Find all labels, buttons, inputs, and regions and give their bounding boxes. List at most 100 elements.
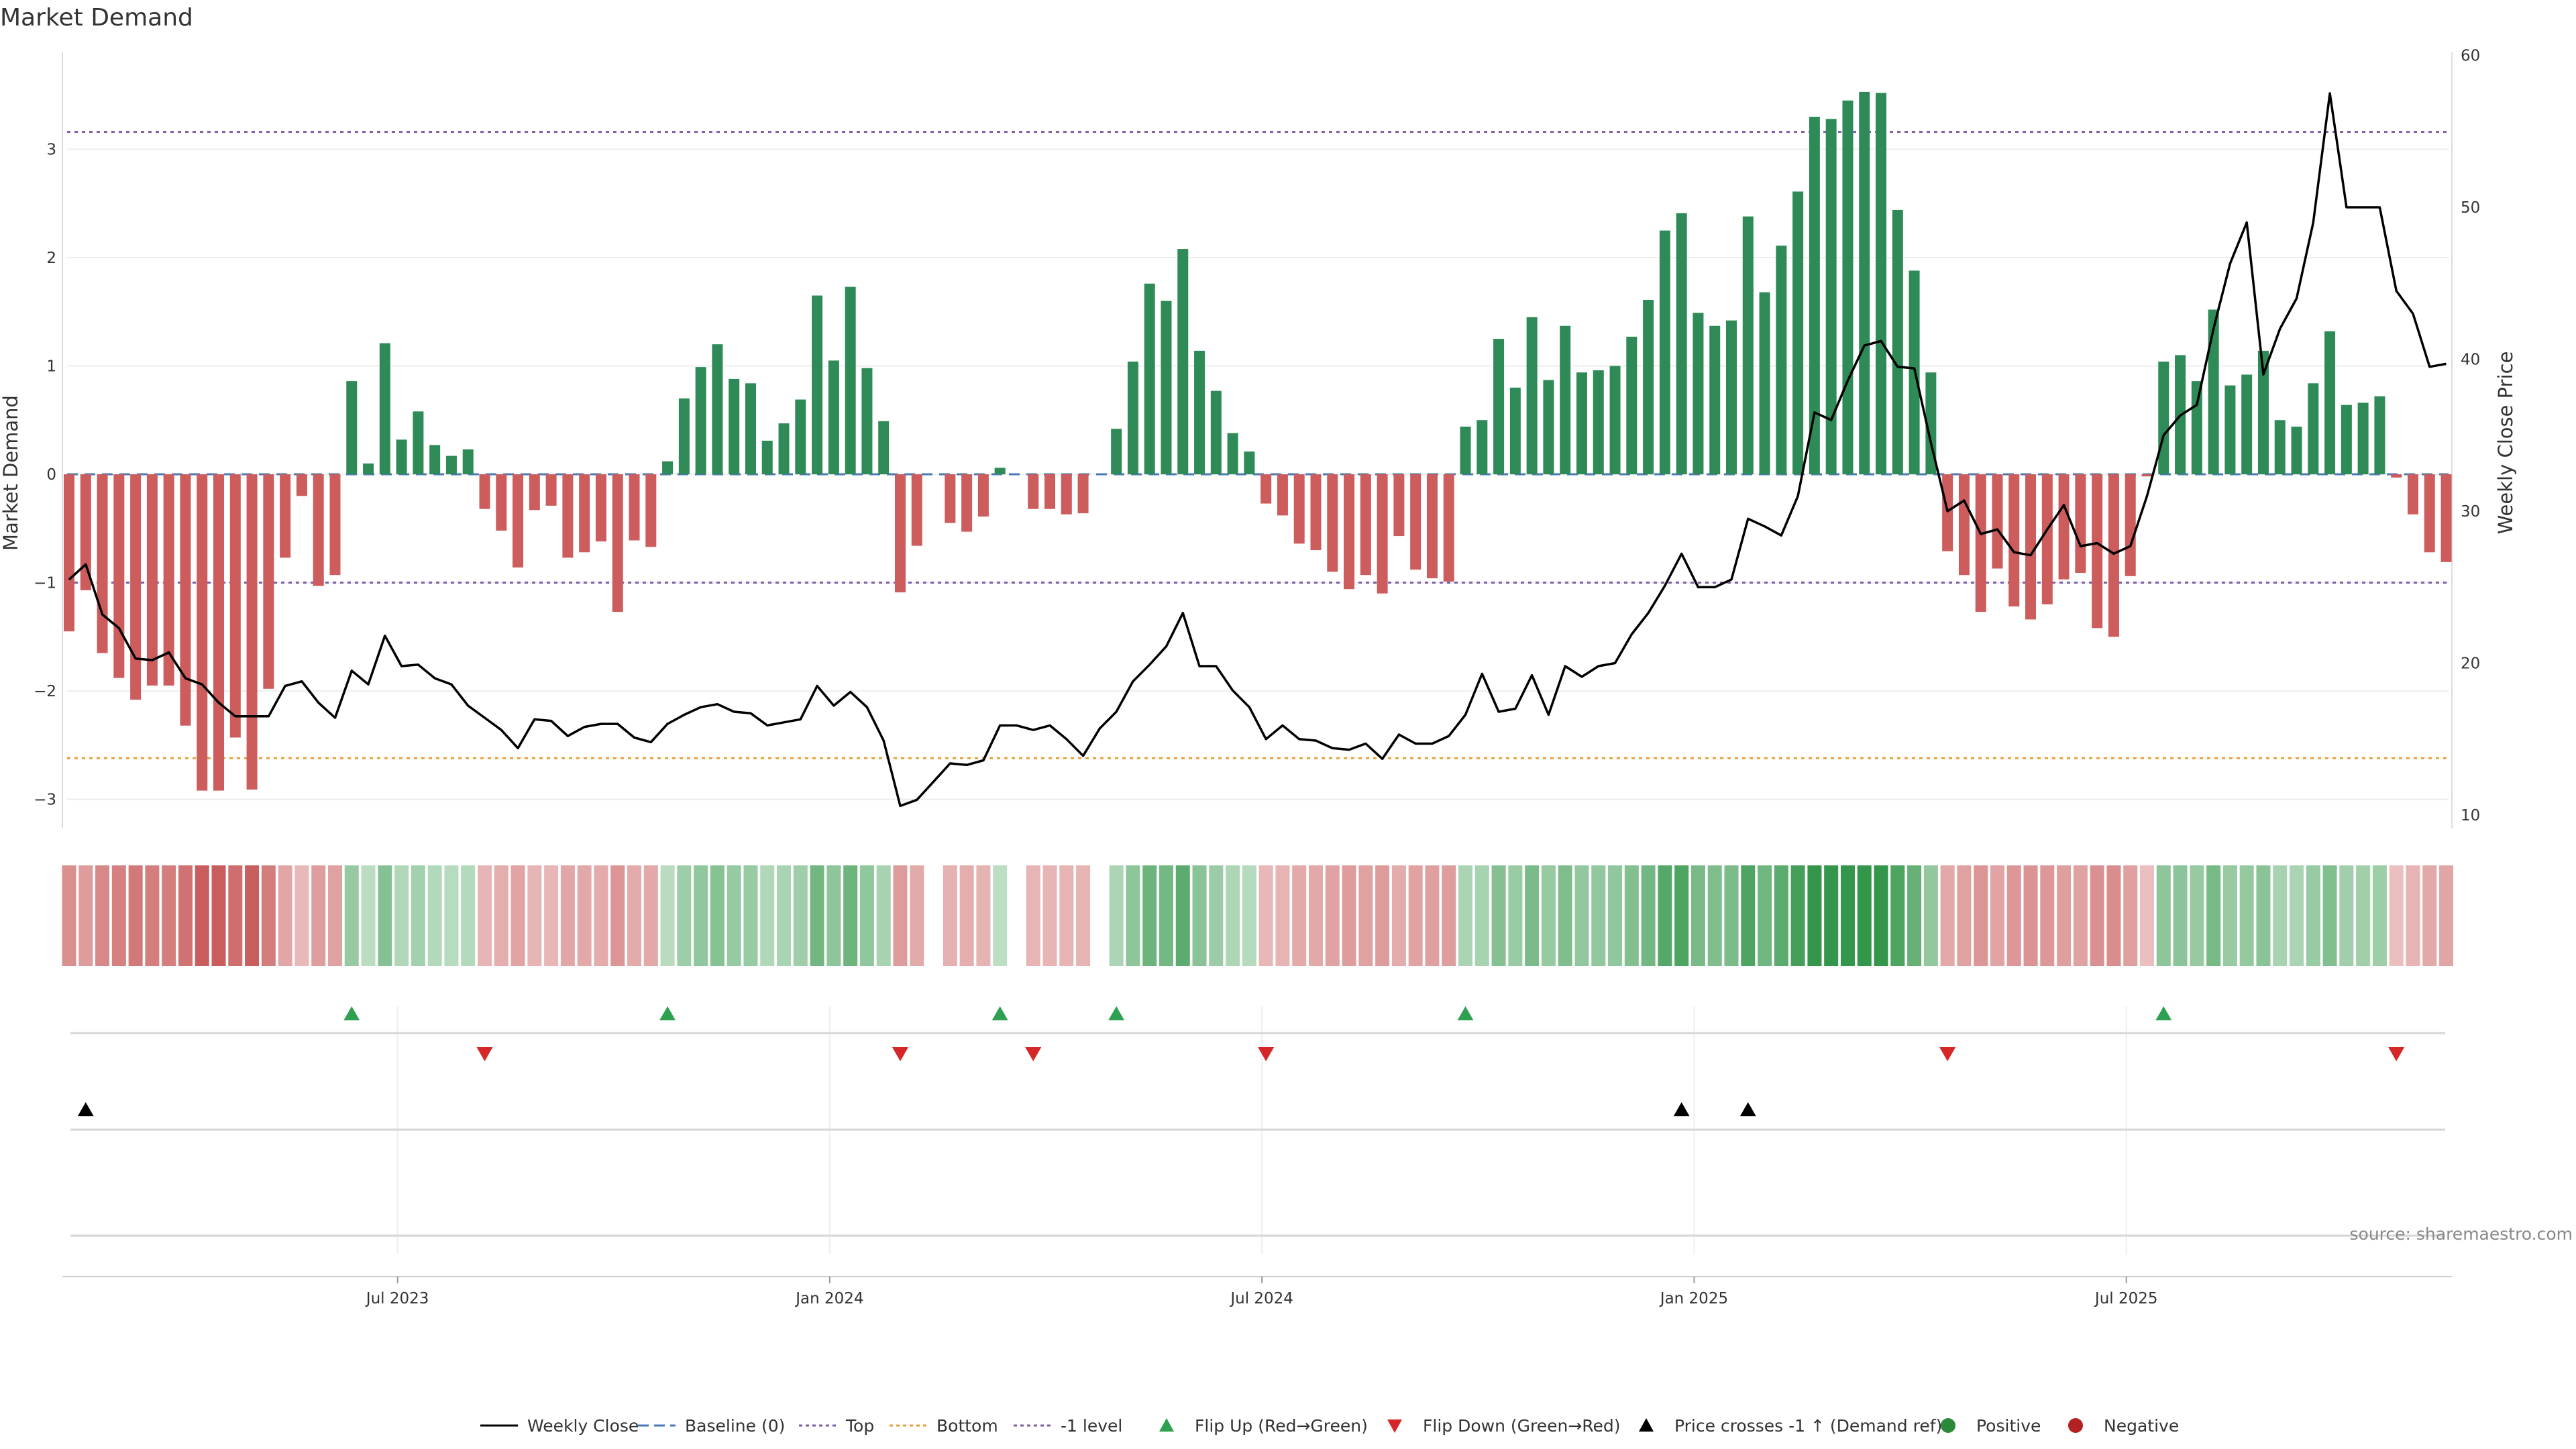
negative-demand-bar (2125, 474, 2136, 576)
negative-demand-bar (2407, 474, 2418, 515)
left-tick-label: 0 (46, 466, 56, 484)
heat-cell-positive (1707, 865, 1722, 966)
positive-demand-bar (878, 421, 890, 474)
negative-demand-bar (146, 474, 158, 686)
heat-cell-negative (327, 865, 342, 966)
positive-demand-bar (1477, 420, 1488, 474)
positive-demand-bar (2158, 362, 2169, 474)
heat-cell-negative (261, 865, 276, 966)
heat-cell-positive (760, 865, 775, 966)
flip-down-marker (2388, 1047, 2405, 1061)
positive-demand-bar (1676, 213, 1687, 474)
negative-demand-bar (977, 474, 989, 517)
heat-cell-positive (2372, 865, 2387, 966)
negative-demand-bar (2008, 474, 2020, 607)
heat-cell-negative (560, 865, 575, 966)
heat-cell-positive (1126, 865, 1140, 966)
heat-cell-positive (1474, 865, 1489, 966)
demand-heat-strip (62, 865, 2454, 966)
positive-demand-bar (445, 455, 457, 474)
positive-demand-bar (1144, 283, 1155, 474)
signal-panels (70, 1006, 2445, 1254)
weekly-close-series (68, 92, 2447, 808)
positive-demand-bar (795, 399, 806, 474)
positive-demand-bar (2274, 420, 2286, 474)
heat-cell-negative (62, 865, 76, 966)
heat-cell-negative (627, 865, 642, 966)
negative-demand-bar (1377, 474, 1388, 594)
negative-demand-bar (1044, 474, 1056, 509)
negative-demand-bar (629, 474, 640, 541)
negative-demand-bar (1393, 474, 1405, 537)
heat-cell-negative (2073, 865, 2088, 966)
right-y-ticks: 10 20 30 40 50 60 (2461, 48, 2480, 825)
negative-demand-bar (529, 474, 540, 511)
heat-cell-positive (777, 865, 792, 966)
negative-demand-bar (1410, 474, 1421, 570)
heat-cell-negative (1292, 865, 1307, 966)
negative-demand-bar (1975, 474, 1986, 612)
negative-demand-bar (496, 474, 507, 531)
negative-demand-bar (1443, 474, 1454, 582)
heat-cell-positive (2322, 865, 2337, 966)
positive-demand-bar (1809, 117, 1820, 475)
heat-cell-positive (1624, 865, 1639, 966)
heat-cell-positive (793, 865, 808, 966)
positive-demand-bar (1693, 313, 1704, 474)
heat-cell-positive (859, 865, 874, 966)
legend-label: Price crosses -1 ↑ (Demand ref) (1674, 1416, 1942, 1436)
positive-demand-bar (2357, 402, 2369, 474)
positive-demand-bar (678, 398, 690, 474)
positive-demand-bar (1659, 230, 1670, 474)
positive-demand-bar (1626, 336, 1638, 474)
negative-demand-bar (280, 474, 291, 558)
heat-cell-negative (527, 865, 542, 966)
negative-demand-bar (163, 474, 174, 686)
heat-cell-negative (544, 865, 559, 966)
positive-demand-bar (1244, 451, 1255, 474)
negative-demand-bar (2092, 474, 2103, 629)
negative-demand-bar (2108, 474, 2119, 637)
legend-label: Flip Up (Red→Green) (1195, 1416, 1368, 1436)
heat-cell-positive (1558, 865, 1572, 966)
positive-demand-bar (1842, 100, 1854, 474)
heat-cell-negative (1391, 865, 1406, 966)
negative-demand-bar (229, 474, 241, 738)
negative-demand-bar (1360, 474, 1371, 576)
x-tick-label: Jul 2024 (1229, 1290, 1293, 1307)
heat-cell-positive (1741, 865, 1756, 966)
positive-demand-bar (1127, 362, 1138, 474)
flip-down-marker (1258, 1047, 1275, 1061)
heat-cell-negative (1042, 865, 1057, 966)
legend-item: Bottom (890, 1416, 998, 1436)
negative-demand-bar (1992, 474, 2003, 569)
heat-cell-negative (1309, 865, 1323, 966)
heat-cell-negative (1425, 865, 1440, 966)
left-tick-label: 2 (46, 250, 56, 267)
heat-cell-negative (1342, 865, 1356, 966)
heat-cell-positive (677, 865, 692, 966)
heat-cell-positive (1724, 865, 1739, 966)
heat-cell-negative (1375, 865, 1390, 966)
negative-demand-bar (1344, 474, 1355, 590)
heat-cell-negative (2106, 865, 2121, 966)
heat-cell-positive (2190, 865, 2204, 966)
negative-demand-bar (113, 474, 125, 678)
negative-demand-bar (545, 474, 557, 506)
heat-cell-positive (1857, 865, 1872, 966)
source-note: source: sharemaestro.com (2350, 1224, 2573, 1244)
heat-cell-positive (743, 865, 758, 966)
flip-down-marker (892, 1047, 908, 1061)
negative-demand-bar (961, 474, 973, 532)
heat-cell-positive (2222, 865, 2237, 966)
heat-cell-positive (1525, 865, 1540, 966)
negative-demand-bar (246, 474, 258, 790)
positive-demand-bar (662, 461, 674, 474)
positive-demand-bar (1526, 317, 1538, 474)
heat-cell-positive (1608, 865, 1623, 966)
heat-cell-negative (1358, 865, 1373, 966)
legend-label: -1 level (1061, 1416, 1122, 1436)
heat-cell-negative (976, 865, 991, 966)
heat-cell-negative (2140, 865, 2154, 966)
heat-cell-positive (1824, 865, 1839, 966)
